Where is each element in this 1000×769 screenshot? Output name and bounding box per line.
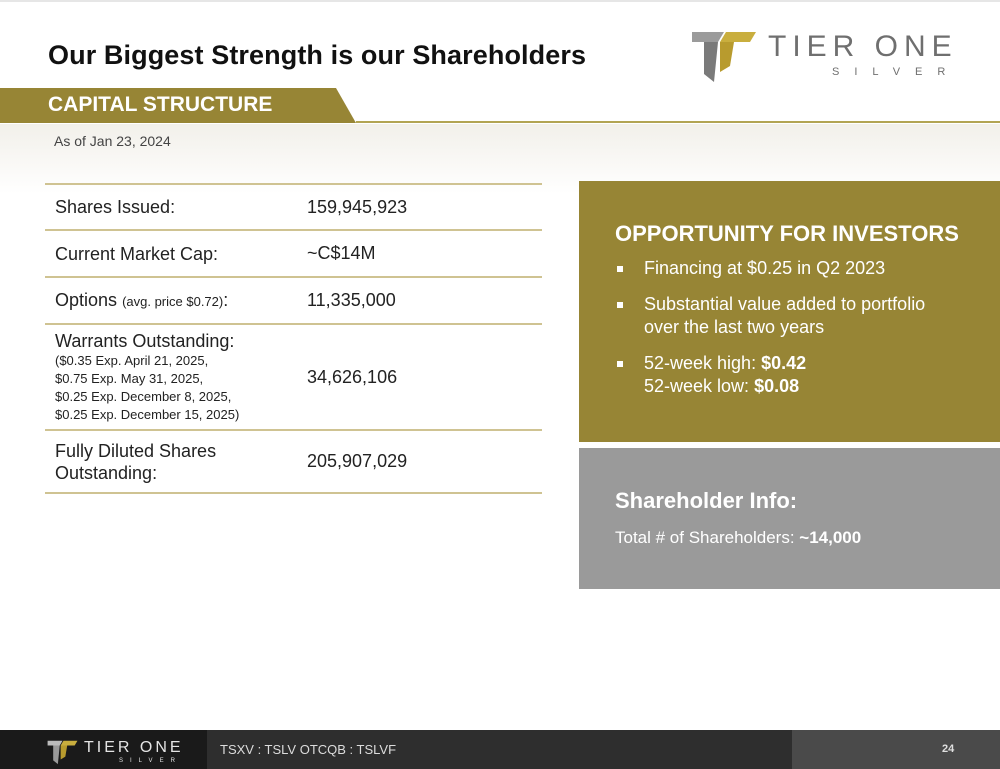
week-high: 52-week high: $0.42 xyxy=(644,352,1000,375)
shares-issued-value: 159,945,923 xyxy=(307,196,408,217)
table-row: Options (avg. price $0.72): 11,335,000 xyxy=(45,278,542,325)
table-row: Shares Issued: 159,945,923 xyxy=(45,185,542,231)
table-row: Warrants Outstanding: ($0.35 Exp. April … xyxy=(45,325,542,431)
as-of-date: As of Jan 23, 2024 xyxy=(54,133,171,149)
bullet-text-line2: over the last two years xyxy=(644,317,825,337)
options-value: 11,335,000 xyxy=(307,290,396,310)
week-low: 52-week low: $0.08 xyxy=(644,375,1000,398)
shareholder-count-label: Total # of Shareholders: xyxy=(615,528,800,547)
shareholder-title: Shareholder Info: xyxy=(615,488,798,513)
shareholder-count: Total # of Shareholders: ~14,000 xyxy=(615,528,1000,548)
shares-issued-label: Shares Issued: xyxy=(55,197,176,217)
opportunity-title: OPPORTUNITY FOR INVESTORS xyxy=(615,221,959,246)
warrants-details: ($0.35 Exp. April 21, 2025, $0.75 Exp. M… xyxy=(55,352,307,424)
list-item: 52-week high: $0.42 52-week low: $0.08 xyxy=(615,352,1000,398)
table-row: Fully Diluted Shares Outstanding: 205,90… xyxy=(45,431,542,494)
warrant-line: $0.25 Exp. December 15, 2025) xyxy=(55,407,240,422)
warrant-line: $0.75 Exp. May 31, 2025, xyxy=(55,371,204,386)
square-bullet-icon xyxy=(617,266,623,272)
footer-sub-text: SILVER xyxy=(119,758,182,764)
fully-diluted-value: 205,907,029 xyxy=(307,451,408,471)
week-high-label: 52-week high: xyxy=(644,353,762,373)
shareholder-count-value: ~14,000 xyxy=(799,528,862,547)
page-title: Our Biggest Strength is our Shareholders xyxy=(48,40,587,70)
list-item: Substantial value added to portfolio ove… xyxy=(615,293,1000,339)
table-row: Current Market Cap: ~C$14M xyxy=(45,231,542,278)
fully-diluted-label: Fully Diluted Shares Outstanding: xyxy=(45,440,307,484)
bullet-text-line1: Substantial value added to portfolio xyxy=(644,294,926,314)
section-rule xyxy=(356,121,1000,123)
shareholder-panel: Shareholder Info: Total # of Shareholder… xyxy=(579,448,1000,589)
page-number: 24 xyxy=(942,743,955,755)
week-low-value: $0.08 xyxy=(754,376,800,396)
fully-diluted-label-line1: Fully Diluted Shares xyxy=(55,440,217,461)
tier-one-logo-icon xyxy=(692,32,756,82)
square-bullet-icon xyxy=(617,302,623,308)
warrants-label: Warrants Outstanding: ($0.35 Exp. April … xyxy=(45,330,307,424)
square-bullet-icon xyxy=(617,361,623,367)
logo-brand-text: TIER ONE xyxy=(768,30,958,63)
week-low-label: 52-week low: xyxy=(644,376,755,396)
warrants-value: 34,626,106 xyxy=(307,366,398,387)
capital-structure-table: Shares Issued: 159,945,923 Current Marke… xyxy=(45,183,542,494)
bullet-text: Financing at $0.25 in Q2 2023 xyxy=(644,258,886,278)
footer-logo: TIER ONE SILVER xyxy=(46,738,206,766)
list-item: Financing at $0.25 in Q2 2023 xyxy=(615,257,1000,280)
warrant-line: ($0.35 Exp. April 21, 2025, xyxy=(55,353,209,368)
logo-sub-text: SILVER xyxy=(832,66,961,78)
market-cap-label: Current Market Cap: xyxy=(55,243,219,264)
warrants-label-text: Warrants Outstanding: xyxy=(55,331,235,351)
week-high-value: $0.42 xyxy=(761,353,807,373)
tier-one-logo-icon xyxy=(47,740,78,765)
fully-diluted-label-line2: Outstanding: xyxy=(55,462,158,483)
market-cap-value: ~C$14M xyxy=(307,243,376,263)
warrant-line: $0.25 Exp. December 8, 2025, xyxy=(55,389,232,404)
footer: TIER ONE SILVER TSXV : TSLV OTCQB : TSLV… xyxy=(0,730,1000,769)
opportunity-panel: OPPORTUNITY FOR INVESTORS Financing at $… xyxy=(579,181,1000,442)
footer-page-area xyxy=(792,730,1000,769)
options-note: (avg. price $0.72) xyxy=(122,293,224,309)
footer-brand-text: TIER ONE xyxy=(84,739,184,756)
ticker-symbols: TSXV : TSLV OTCQB : TSLVF xyxy=(220,742,397,757)
section-title: CAPITAL STRUCTURE xyxy=(48,93,273,116)
section-header-bar xyxy=(0,88,356,123)
options-label-text: Options xyxy=(55,289,118,310)
header-logo: TIER ONE SILVER xyxy=(690,26,970,86)
opportunity-list: Financing at $0.25 in Q2 2023 Substantia… xyxy=(615,257,1000,398)
top-rule xyxy=(0,0,1000,2)
options-colon: : xyxy=(223,289,229,310)
options-label: Options (avg. price $0.72): xyxy=(45,289,307,313)
footer-logo-area xyxy=(0,730,207,769)
